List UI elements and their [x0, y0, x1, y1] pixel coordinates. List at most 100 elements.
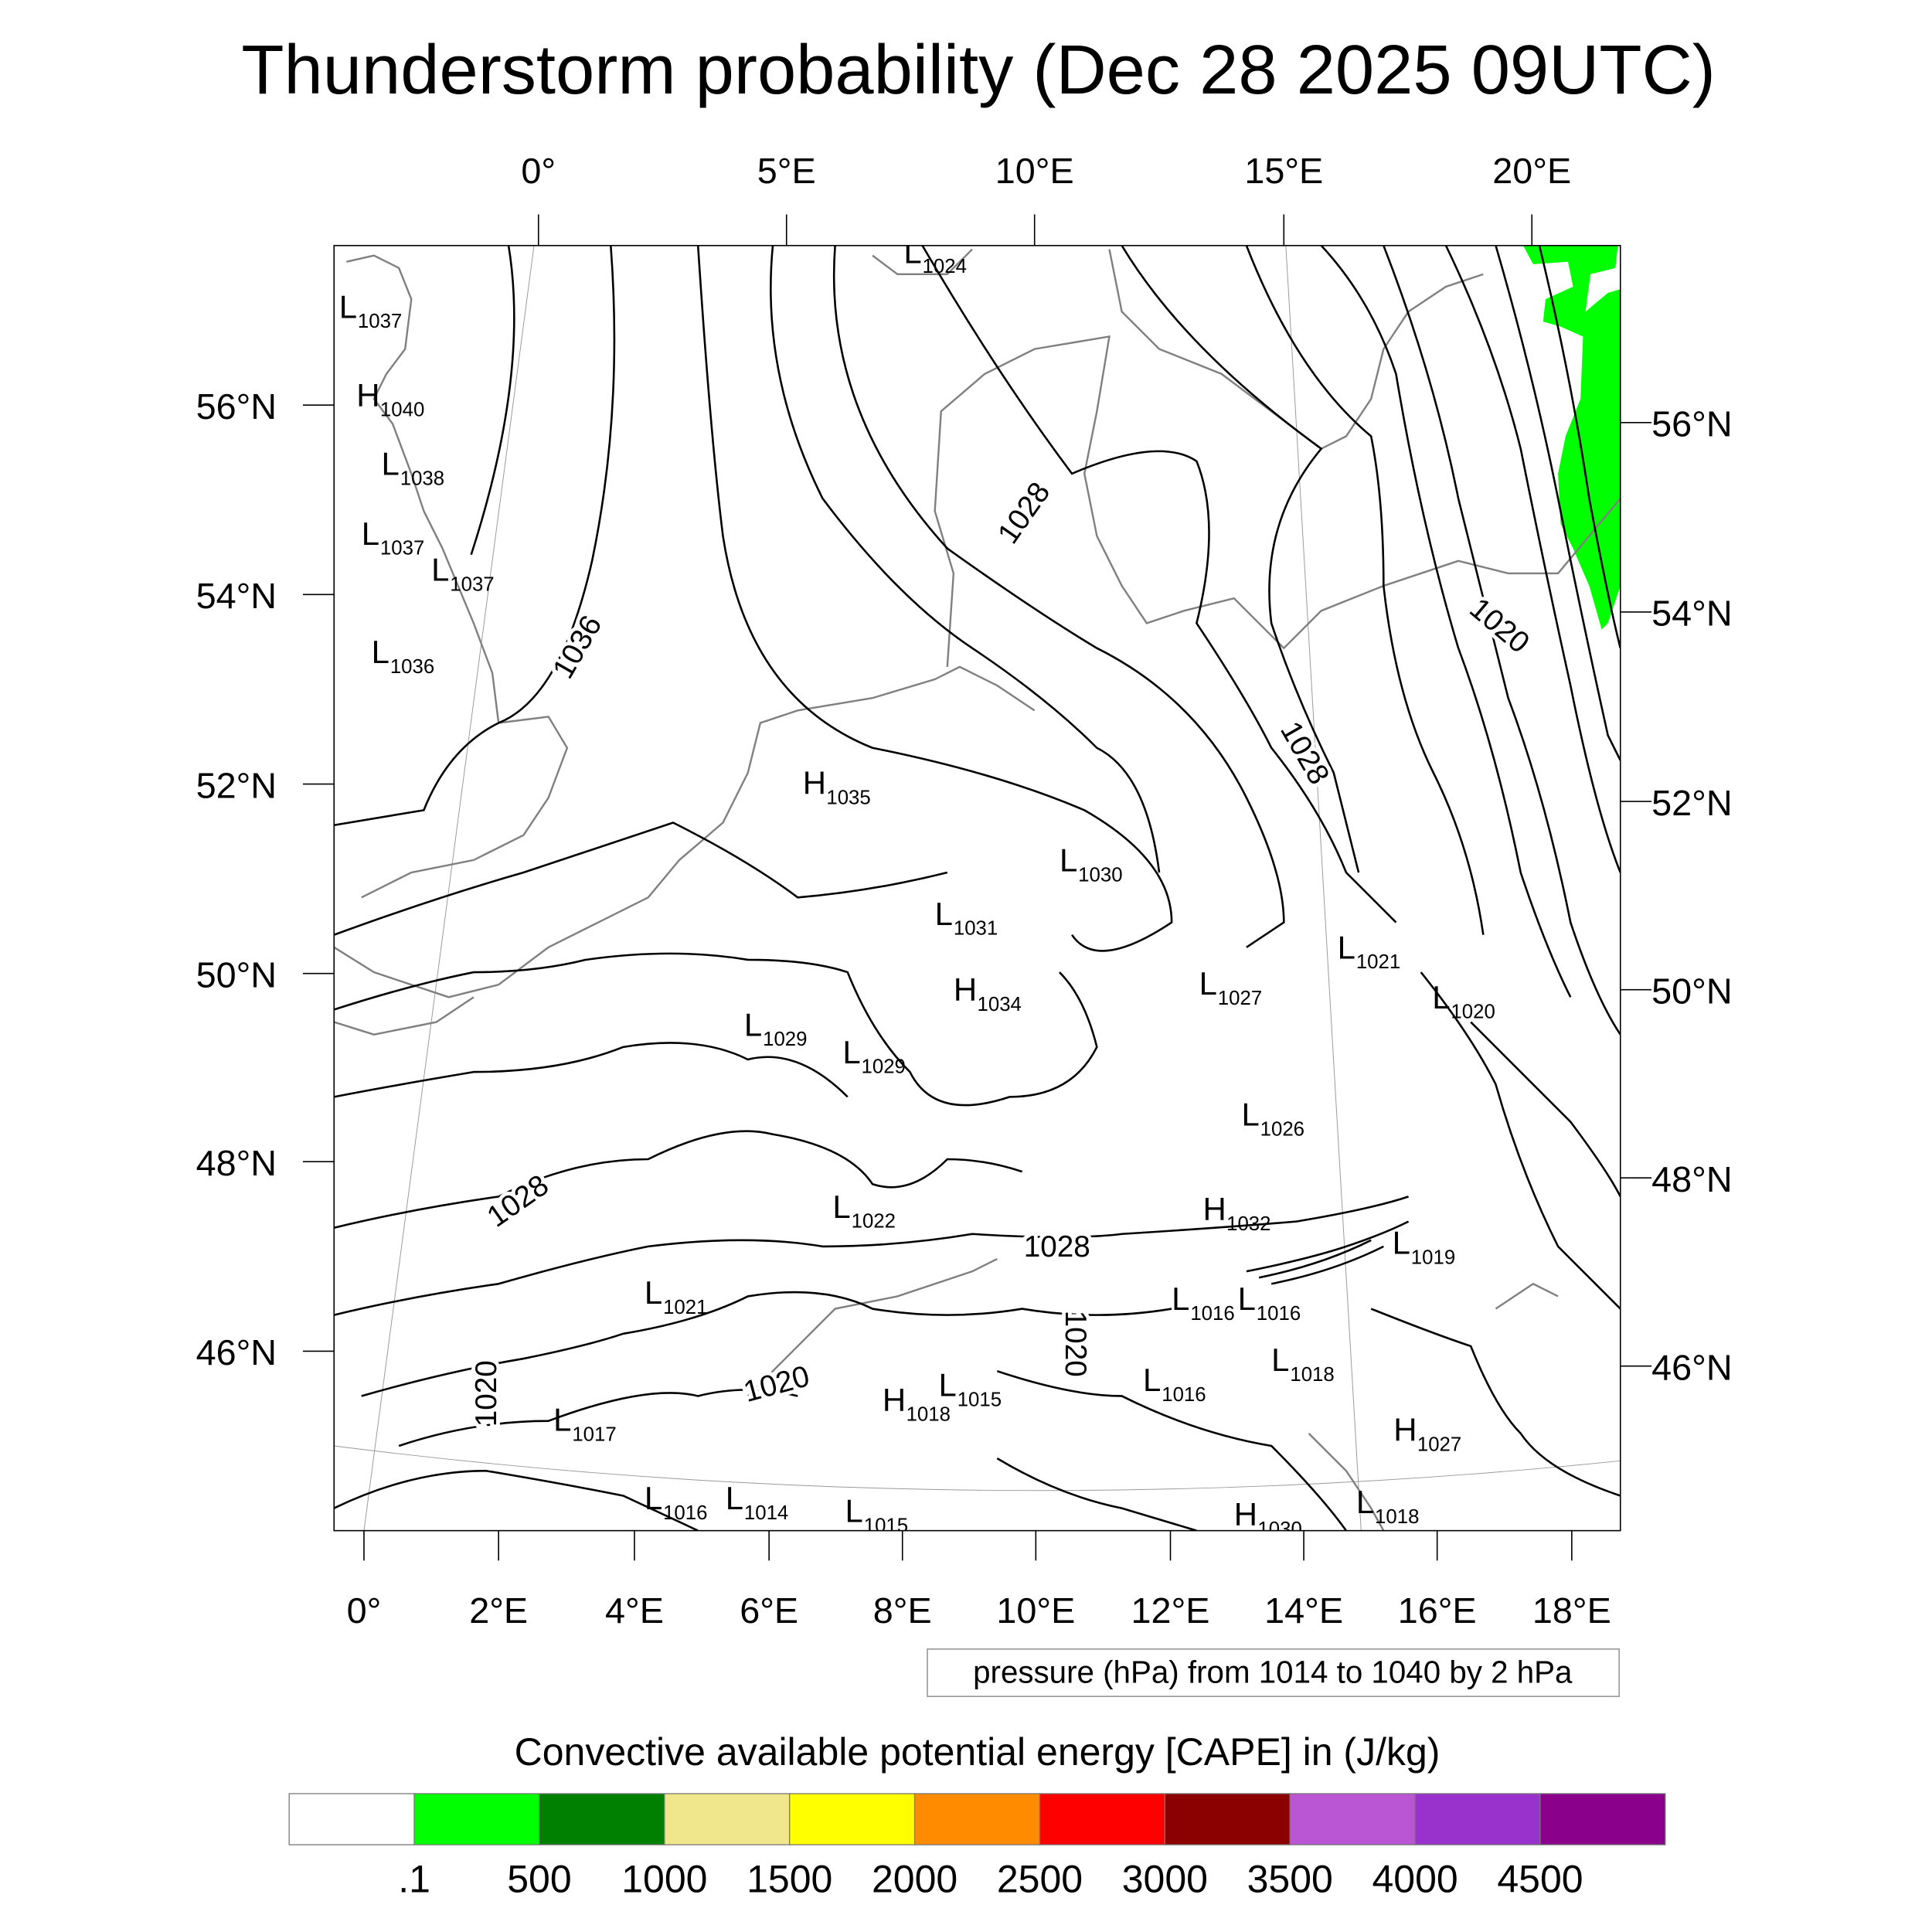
- left-lat-label: 54°N: [196, 576, 277, 616]
- center-value: 1027: [1417, 1434, 1461, 1455]
- center-type: L: [726, 1480, 743, 1516]
- center-value: 1031: [954, 918, 998, 940]
- center-value: 1029: [862, 1056, 906, 1078]
- center-value: 1017: [572, 1424, 616, 1446]
- center-type: L: [939, 1366, 957, 1403]
- right-lat-label: 56°N: [1651, 404, 1733, 444]
- right-lat-label: 50°N: [1651, 971, 1733, 1011]
- center-value: 1026: [1260, 1118, 1304, 1140]
- colorbar-title: Convective available potential energy [C…: [515, 1730, 1440, 1774]
- center-value: 1034: [978, 994, 1022, 1015]
- low-pressure-center: L 1016: [645, 1480, 708, 1524]
- top-lon-label: 10°E: [995, 151, 1074, 191]
- center-type: H: [1393, 1412, 1417, 1448]
- center-type: L: [431, 552, 449, 588]
- coastlines: [334, 248, 1621, 1531]
- colorbar-tick-label: 4500: [1497, 1857, 1583, 1900]
- center-type: L: [1271, 1342, 1289, 1378]
- colorbar-swatch: [1414, 1793, 1541, 1845]
- high-pressure-center: H 1040: [356, 377, 424, 421]
- center-type: L: [339, 288, 357, 325]
- colorbar-tick-label: 2000: [872, 1857, 957, 1900]
- low-pressure-center: L 1037: [431, 552, 495, 596]
- center-type: L: [645, 1274, 662, 1311]
- right-lat-label: 48°N: [1651, 1159, 1733, 1199]
- center-type: L: [744, 1006, 762, 1043]
- center-value: 1040: [380, 400, 424, 421]
- center-type: L: [1238, 1281, 1256, 1317]
- center-value: 1029: [763, 1029, 807, 1050]
- center-value: 1030: [1257, 1519, 1301, 1540]
- center-value: 1032: [1226, 1213, 1270, 1235]
- colorbar-tick-label: 500: [507, 1857, 571, 1900]
- center-type: L: [1060, 842, 1077, 878]
- center-type: L: [903, 233, 921, 270]
- center-value: 1027: [1218, 988, 1262, 1009]
- center-type: L: [1143, 1362, 1161, 1398]
- center-type: H: [1234, 1496, 1257, 1532]
- high-pressure-center: H 1035: [803, 764, 871, 808]
- colorbar-swatch: [664, 1793, 791, 1845]
- low-pressure-center: L 1019: [1393, 1225, 1456, 1269]
- left-latitude-labels: 56°N 54°N 52°N 50°N 48°N 46°N: [196, 386, 335, 1372]
- top-lon-label: 15°E: [1244, 151, 1323, 191]
- center-type: L: [1338, 929, 1355, 965]
- bottom-lon-label: 18°E: [1532, 1590, 1611, 1631]
- center-type: L: [553, 1402, 571, 1438]
- center-value: 1024: [923, 256, 967, 277]
- contour-value-label: 1020: [470, 1360, 503, 1427]
- low-pressure-center: L 1014: [726, 1480, 789, 1524]
- center-value: 1038: [400, 468, 444, 489]
- contour-info-box: pressure (hPa) from 1014 to 1040 by 2 hP…: [927, 1648, 1620, 1697]
- bottom-lon-label: 12°E: [1131, 1590, 1210, 1631]
- bottom-lon-label: 16°E: [1398, 1590, 1477, 1631]
- center-type: L: [935, 896, 953, 932]
- bottom-lon-label: 6°E: [740, 1590, 798, 1631]
- left-lat-label: 48°N: [196, 1143, 277, 1183]
- bottom-lon-label: 10°E: [996, 1590, 1075, 1631]
- center-value: 1036: [390, 656, 434, 678]
- top-longitude-labels: 0° 5°E 10°E 15°E 20°E: [521, 151, 1571, 246]
- center-type: L: [1199, 965, 1217, 1002]
- center-value: 1037: [450, 574, 494, 596]
- colorbar-tick-label: .1: [398, 1857, 430, 1900]
- colorbar-tick-label: 1000: [621, 1857, 707, 1900]
- high-pressure-center: H 1032: [1202, 1191, 1270, 1235]
- colorbar-swatch: [1539, 1793, 1666, 1845]
- colorbar-swatch: [413, 1793, 540, 1845]
- top-lon-label: 5°E: [757, 151, 816, 191]
- center-type: H: [803, 764, 826, 801]
- center-type: L: [382, 446, 400, 482]
- colorbar-tick-label: 4000: [1372, 1857, 1458, 1900]
- low-pressure-center: L 1029: [842, 1034, 906, 1078]
- center-value: 1016: [1162, 1384, 1206, 1406]
- low-pressure-center: L 1037: [362, 515, 425, 560]
- low-pressure-center: L 1015: [845, 1492, 909, 1536]
- high-pressure-center: H 1018: [883, 1382, 951, 1426]
- low-pressure-center: L 1016: [1172, 1281, 1235, 1325]
- center-type: L: [372, 634, 389, 670]
- center-value: 1016: [1257, 1303, 1301, 1325]
- center-value: 1014: [744, 1502, 788, 1524]
- low-pressure-center: L 1022: [832, 1189, 896, 1233]
- low-pressure-center: L 1024: [903, 233, 967, 277]
- center-type: L: [1172, 1281, 1189, 1317]
- center-type: L: [1241, 1096, 1259, 1132]
- high-pressure-center: H 1034: [954, 971, 1022, 1015]
- high-pressure-center: H 1030: [1234, 1496, 1302, 1540]
- right-lat-label: 46°N: [1651, 1347, 1733, 1387]
- center-type: L: [1432, 979, 1450, 1015]
- center-type: H: [883, 1382, 906, 1418]
- center-type: H: [954, 971, 977, 1008]
- center-value: 1016: [1190, 1303, 1234, 1325]
- center-value: 1015: [864, 1515, 908, 1536]
- left-lat-label: 50°N: [196, 954, 277, 995]
- low-pressure-center: L 1029: [744, 1006, 808, 1050]
- right-lat-label: 54°N: [1651, 594, 1733, 634]
- isobars: [334, 245, 1621, 1531]
- center-type: H: [1202, 1191, 1226, 1227]
- low-pressure-center: L 1031: [935, 896, 998, 940]
- low-pressure-center: L 1020: [1432, 979, 1495, 1023]
